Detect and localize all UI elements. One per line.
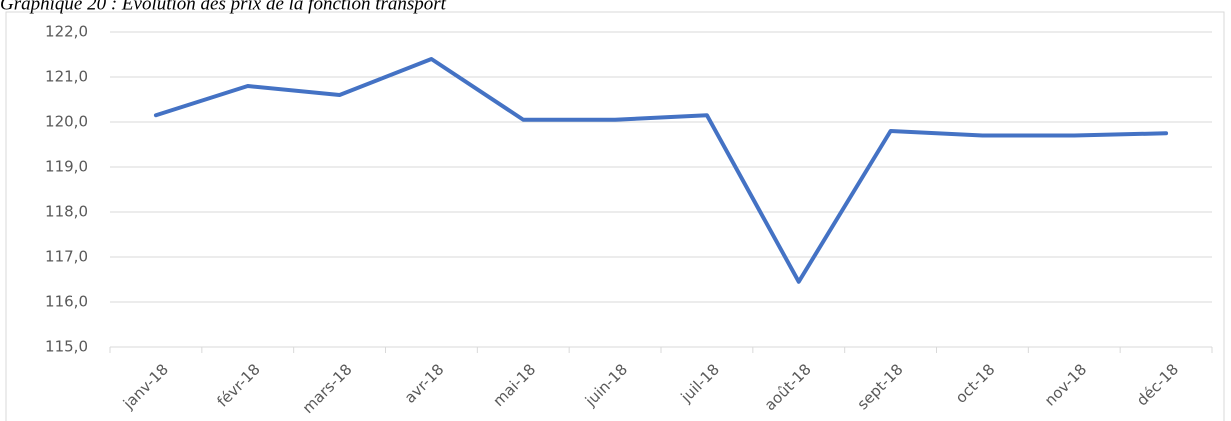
line-series [153,57,1169,284]
y-tick-label: 116,0 [45,293,88,311]
y-tick-label: 121,0 [45,68,88,86]
chart-frame [5,11,1225,421]
y-tick-label: 120,0 [45,113,88,131]
x-tick-label: déc-18 [1133,360,1182,409]
y-tick-label: 115,0 [45,338,88,356]
x-tick-label: avr-18 [401,360,448,407]
chart-title: Graphique 20 : Evolution des prix de la … [0,0,447,14]
y-tick-label: 122,0 [45,23,88,41]
x-tick-label: juin-18 [581,360,631,410]
x-tick-label: févr-18 [213,360,263,410]
x-tick-label: août-18 [761,360,815,414]
x-tick-label: sept-18 [854,360,907,413]
x-tick-label: mai-18 [489,360,539,410]
y-tick-label: 117,0 [45,248,88,266]
x-tick-label: mars-18 [299,360,356,417]
x-tick-label: janv-18 [119,360,172,413]
y-tick-label: 119,0 [45,158,88,176]
x-tick-label: juil-18 [677,360,723,406]
y-tick-label: 118,0 [45,203,88,221]
x-tick-label: nov-18 [1041,360,1090,409]
x-tick-label: oct-18 [952,360,999,407]
